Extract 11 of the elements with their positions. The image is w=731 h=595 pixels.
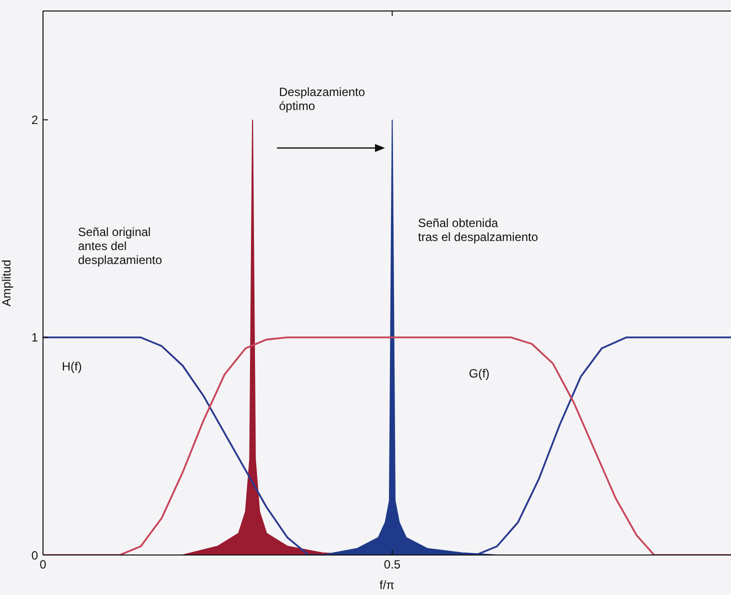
annotation: Señal original antes del desplazamiento (78, 225, 162, 267)
annotation: Señal obtenida tras el despalzamiento (418, 216, 538, 244)
y-tick-label: 0 (31, 548, 38, 562)
y-axis-title: Amplitud (0, 260, 14, 306)
text: G(f) (468, 366, 490, 380)
x-axis-title: f/π (380, 578, 394, 592)
series-label: H(f) (62, 359, 82, 374)
y-tick-label: 1 (31, 330, 38, 345)
annotation: Desplazamiento óptimo (279, 85, 366, 113)
y-tick-label: 2 (31, 113, 38, 128)
x-tick-label: 0.5 (384, 558, 401, 572)
